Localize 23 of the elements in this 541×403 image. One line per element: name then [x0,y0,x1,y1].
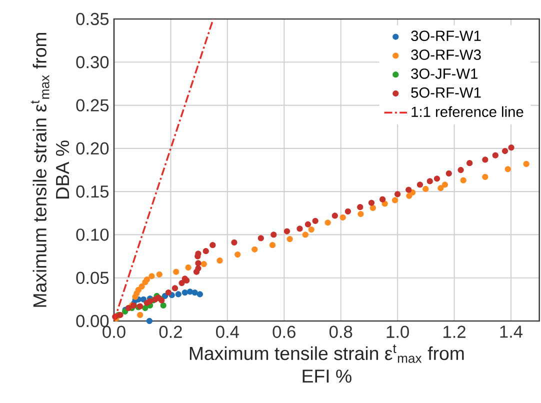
x-tick-label: 0.6 [272,326,296,338]
legend-label: 5O-RF-W1 [411,87,481,98]
legend-label: 3O-RF-W1 [411,30,481,42]
legend-label: 3O-RF-W3 [411,50,481,60]
x-tick-label: 1.2 [444,326,466,338]
x-tick-label: 0.4 [216,326,239,338]
y-tick-label: 0.25 [76,99,109,112]
y-tick-label: 0.00 [76,314,109,328]
x-tick-label: 0.2 [159,326,182,338]
text: Maximum tensile strain ε$^{t}$$_{max}$ from EFI % [190,344,464,383]
legend-label: 3O-JF-W1 [411,68,478,79]
y-tick-label: 0.20 [76,142,109,155]
x-tick-label: 1.0 [386,326,409,338]
legend-label: 1:1 reference line [412,106,524,118]
x-tick-label: 0.0 [102,326,126,338]
y-tick-label: 0.05 [76,272,109,284]
y-tick-label: 0.10 [76,228,109,241]
x-tick-label: 1.4 [500,326,523,338]
y-tick-label: 0.35 [76,12,109,26]
x-tick-label: 0.8 [329,326,352,338]
y-tick-label: 0.30 [76,56,109,68]
text: Maximum tensile strain ε$^{t}$$_{max}$ from DBA % [30,32,70,307]
y-tick-label: 0.15 [76,185,109,198]
